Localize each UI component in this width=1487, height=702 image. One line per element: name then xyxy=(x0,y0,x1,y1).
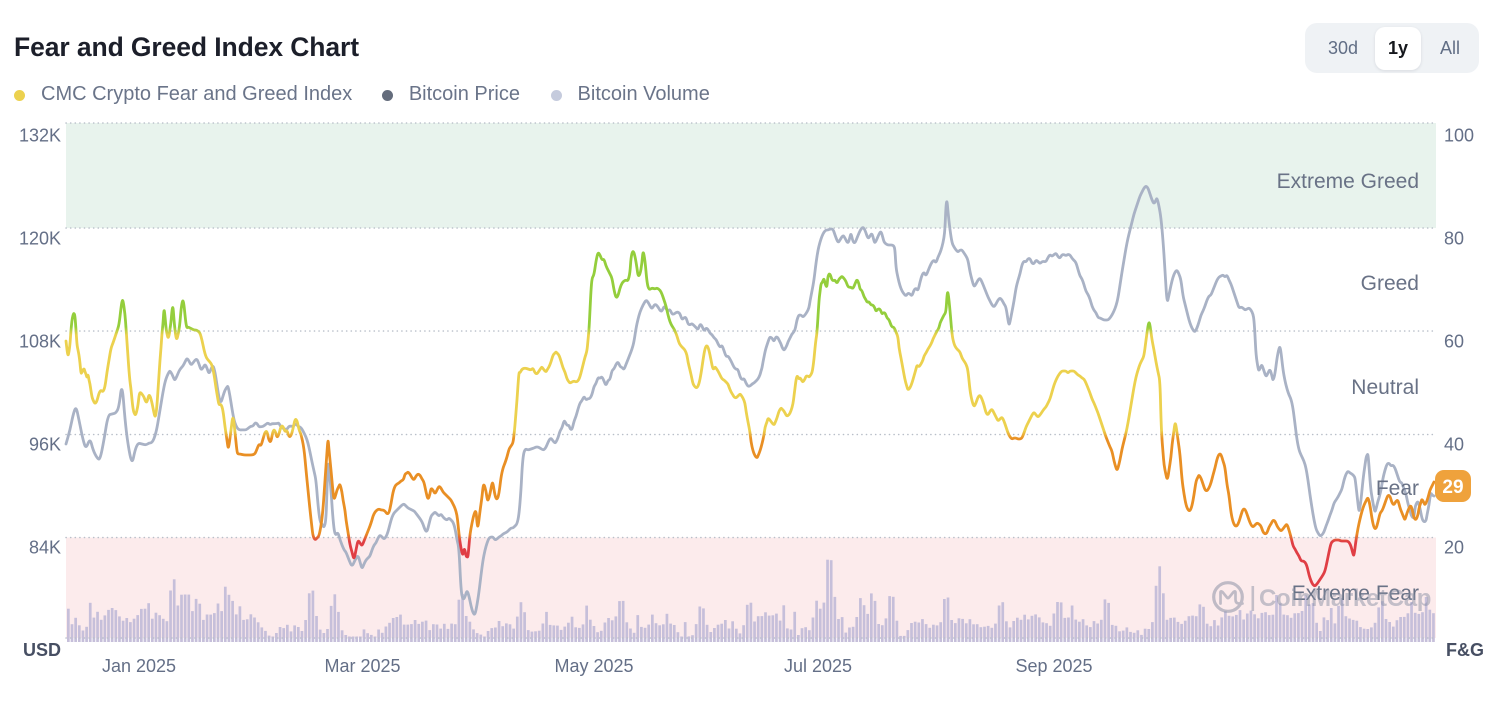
svg-text:USD: USD xyxy=(23,640,61,660)
svg-text:108K: 108K xyxy=(19,332,61,352)
svg-text:Mar 2025: Mar 2025 xyxy=(324,656,400,676)
svg-text:Greed: Greed xyxy=(1361,272,1419,295)
svg-text:96K: 96K xyxy=(29,435,61,455)
svg-text:CoinMarketCap: CoinMarketCap xyxy=(1259,585,1431,612)
svg-text:132K: 132K xyxy=(19,126,61,146)
svg-text:Fear: Fear xyxy=(1376,477,1419,500)
svg-text:84K: 84K xyxy=(29,538,61,558)
svg-text:Neutral: Neutral xyxy=(1351,376,1419,399)
svg-text:100: 100 xyxy=(1444,126,1474,146)
svg-text:20: 20 xyxy=(1444,538,1464,558)
svg-text:Sep 2025: Sep 2025 xyxy=(1015,656,1092,676)
svg-text:Extreme Greed: Extreme Greed xyxy=(1277,170,1419,193)
svg-text:60: 60 xyxy=(1444,332,1464,352)
svg-text:80: 80 xyxy=(1444,229,1464,249)
svg-text:29: 29 xyxy=(1442,477,1463,498)
svg-text:Extreme Fear: Extreme Fear xyxy=(1292,582,1419,605)
svg-text:Jan 2025: Jan 2025 xyxy=(102,656,176,676)
svg-text:120K: 120K xyxy=(19,229,61,249)
svg-text:40: 40 xyxy=(1444,435,1464,455)
svg-text:F&G: F&G xyxy=(1446,640,1484,660)
svg-text:Jul 2025: Jul 2025 xyxy=(784,656,852,676)
svg-text:May 2025: May 2025 xyxy=(554,656,633,676)
